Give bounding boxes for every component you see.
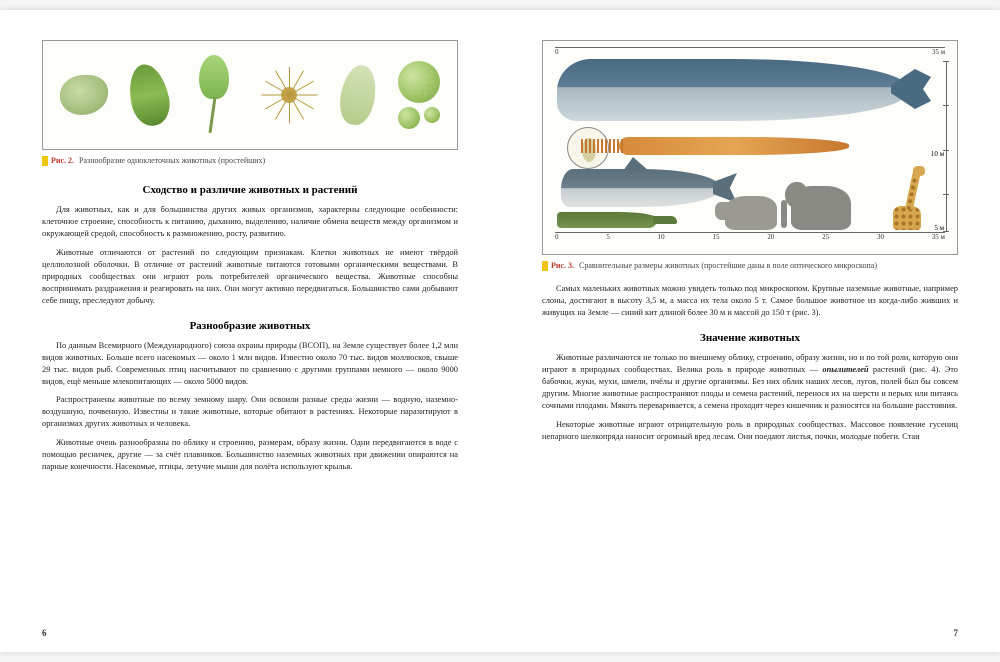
- animal-giant-squid: [619, 137, 849, 155]
- section-heading: Значение животных: [542, 332, 958, 344]
- organism-radiolarian: [259, 65, 319, 125]
- animal-rhinoceros: [725, 196, 777, 230]
- figure-3-caption: Рис. 3. Сравнительные размеры животных (…: [542, 261, 958, 271]
- section-heading: Сходство и различие животных и растений: [42, 184, 458, 196]
- page-left: Рис. 2. Разнообразие одноклеточных живот…: [0, 10, 500, 652]
- page-number: 7: [954, 628, 959, 638]
- figure-caption-text: Разнообразие одноклеточных животных (про…: [79, 156, 265, 165]
- organism-volvox-small: [424, 107, 440, 123]
- animal-blue-whale: [557, 59, 907, 121]
- figure-2-protozoa: [42, 40, 458, 150]
- paragraph: Животные различаются не только по внешне…: [542, 352, 958, 412]
- scale-tick-label: 35 м: [932, 48, 945, 56]
- scale-right: 10 м 5 м: [929, 61, 947, 232]
- organism-volvox: [398, 61, 440, 103]
- section-heading: Разнообразие животных: [42, 320, 458, 332]
- paragraph: По данным Всемирного (Международного) со…: [42, 340, 458, 388]
- scale-tick-label: 10 м: [931, 150, 944, 158]
- book-spread: Рис. 2. Разнообразие одноклеточных живот…: [0, 10, 1000, 652]
- paragraph: Для животных, как и для большинства друг…: [42, 204, 458, 240]
- scale-tick-label: 15: [712, 233, 719, 248]
- animal-shark: [561, 169, 719, 207]
- paragraph: Животные очень разнообразны по облику и …: [42, 437, 458, 473]
- paragraph: Самых маленьких животных можно увидеть т…: [542, 283, 958, 319]
- page-number: 6: [42, 628, 47, 638]
- scale-tick-label: 20: [767, 233, 774, 248]
- figure-2-caption: Рис. 2. Разнообразие одноклеточных живот…: [42, 156, 458, 166]
- term-pollinators: опылителей: [822, 365, 868, 374]
- animal-giraffe: [893, 166, 923, 230]
- paragraph: Животные отличаются от растений по следу…: [42, 247, 458, 307]
- scale-bottom: 0 5 10 15 20 25 30 35 м: [555, 232, 945, 248]
- page-right: 0 35 м 10 м 5 м 0 5 10: [500, 10, 1000, 652]
- scale-tick-label: 35 м: [932, 233, 945, 248]
- organism-amoeba: [60, 75, 108, 115]
- figure-3-animal-sizes: 0 35 м 10 м 5 м 0 5 10: [542, 40, 958, 255]
- organism-volvox-small: [398, 107, 420, 129]
- animal-crocodile: [557, 212, 657, 228]
- paragraph: Некоторые животные играют отрицательную …: [542, 419, 958, 443]
- figure-label: Рис. 2.: [42, 156, 74, 166]
- organism-vorticella: [191, 55, 237, 135]
- scale-tick-label: 0: [555, 233, 559, 248]
- paragraph: Распространены животные по всему земному…: [42, 394, 458, 430]
- organism-paramecium: [337, 63, 381, 128]
- figure-label: Рис. 3.: [542, 261, 574, 271]
- animal-elephant: [791, 186, 851, 230]
- scale-tick-label: 25: [822, 233, 829, 248]
- figure-caption-text: Сравнительные размеры животных (простейш…: [579, 261, 877, 270]
- scale-tick-label: 5: [606, 233, 610, 248]
- organism-euglena: [124, 61, 174, 130]
- scale-tick-label: 0: [555, 48, 559, 56]
- scale-tick-label: 10: [658, 233, 665, 248]
- scale-tick-label: 30: [877, 233, 884, 248]
